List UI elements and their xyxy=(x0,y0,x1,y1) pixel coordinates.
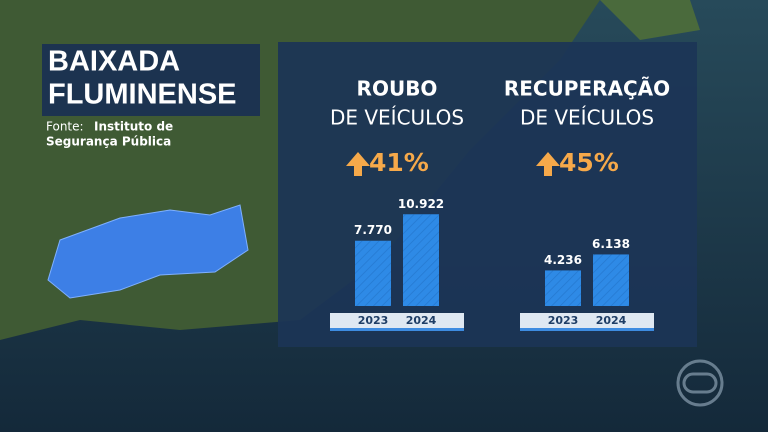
source: Segurança Pública xyxy=(46,135,171,149)
category-strip xyxy=(330,313,464,328)
x-tick-label: 2024 xyxy=(596,314,627,327)
value-label: 6.138 xyxy=(592,237,630,251)
chart-title: ROUBO xyxy=(357,77,438,101)
land xyxy=(600,0,700,40)
value-label: 7.770 xyxy=(354,223,392,237)
source: Instituto de xyxy=(94,120,173,134)
title: FLUMINENSE xyxy=(48,79,237,111)
annotation: 41% xyxy=(369,148,429,177)
bar-hatch xyxy=(403,214,439,306)
source-label: Fonte: xyxy=(46,120,84,134)
arrow xyxy=(346,152,370,176)
title-box xyxy=(42,44,260,116)
category-strip xyxy=(520,313,654,328)
logo xyxy=(676,359,724,407)
annotation: 45% xyxy=(559,148,619,177)
value-label: 4.236 xyxy=(544,253,582,267)
chart-subtitle: DE VEÍCULOS xyxy=(330,106,464,130)
logo xyxy=(682,372,718,394)
x-tick-label: 2024 xyxy=(406,314,437,327)
arrow xyxy=(536,152,560,176)
bar-hatch xyxy=(593,254,629,306)
region xyxy=(47,204,249,299)
bar-hatch xyxy=(545,270,581,306)
x-tick-label: 2023 xyxy=(548,314,579,327)
x-tick-label: 2023 xyxy=(358,314,389,327)
baseline xyxy=(330,328,464,331)
bar-hatch xyxy=(355,240,391,306)
chart-title: RECUPERAÇÃO xyxy=(504,77,670,101)
value-label: 10.922 xyxy=(398,197,444,211)
chart-subtitle: DE VEÍCULOS xyxy=(520,106,654,130)
baseline xyxy=(520,328,654,331)
title: BAIXADA xyxy=(48,46,180,78)
